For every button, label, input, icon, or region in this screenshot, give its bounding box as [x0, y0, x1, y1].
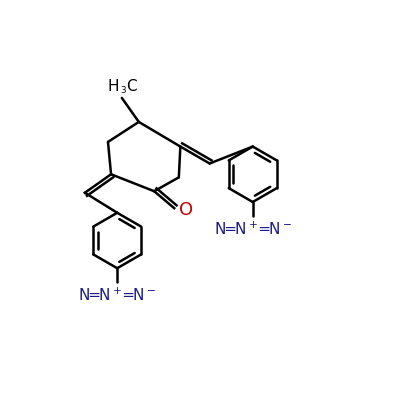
- Text: N═N$^+$═N$^-$: N═N$^+$═N$^-$: [214, 220, 292, 238]
- Text: C: C: [126, 79, 137, 94]
- Text: H: H: [107, 79, 119, 94]
- Text: $_3$: $_3$: [120, 83, 127, 96]
- Text: O: O: [179, 201, 193, 219]
- Text: N═N$^+$═N$^-$: N═N$^+$═N$^-$: [78, 287, 156, 304]
